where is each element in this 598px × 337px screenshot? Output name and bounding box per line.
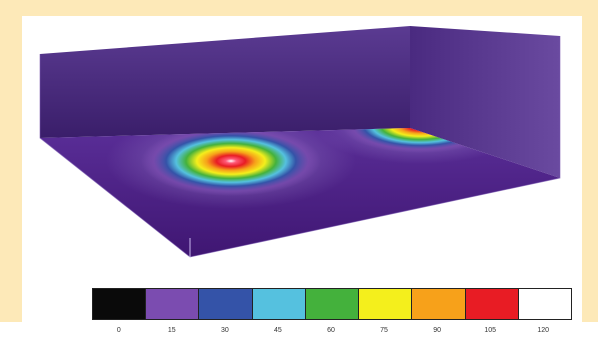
colorbar-tick-label: 30 [220,327,229,334]
left-hotspot [141,128,321,196]
colorbar-tick-label: 105 [484,327,497,334]
colorbar-tick-label: 45 [274,327,282,334]
colorbar-swatch [359,289,413,319]
colorbar-tick-label: 120 [537,327,550,334]
colorbar-swatch [252,289,306,319]
colorbar-swatch [199,289,253,319]
colorbar-swatch [146,289,200,319]
colorbar-swatch [305,289,360,319]
figure-panel: 0 15 30 45 60 75 90 105 120 [22,16,582,334]
colorbar-swatch [518,289,571,319]
colorbar-labels: 0 15 30 45 60 75 90 105 120 [92,327,570,337]
room-heatmap-scene [39,26,561,258]
colorbar-tick-label: 90 [433,327,442,334]
back-wall [40,26,410,138]
side-wall [410,26,560,178]
colorbar-swatch [93,289,147,319]
colorbar [92,288,572,320]
colorbar-tick-label: 15 [167,327,176,334]
colorbar-tick-label: 60 [327,327,335,334]
colorbar-swatch [412,289,466,319]
colorbar-swatch [465,289,519,319]
colorbar-tick-label: 75 [380,327,388,334]
colorbar-tick-label: 0 [116,327,121,334]
